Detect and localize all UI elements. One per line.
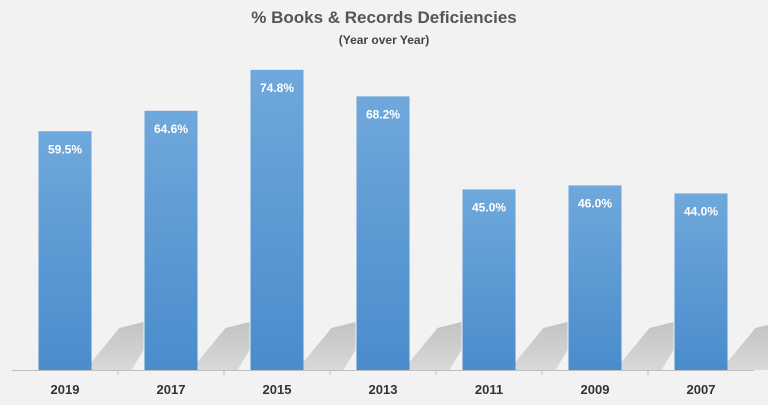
bar-2009 (568, 185, 622, 370)
x-tick-label-2019: 2019 (51, 382, 80, 397)
data-label-2009: 46.0% (578, 196, 612, 210)
bar-2007 (674, 193, 728, 370)
x-tick-label-2009: 2009 (581, 382, 610, 397)
bar-2015 (250, 69, 304, 371)
bar-shadow (409, 322, 462, 370)
bar-2017 (144, 110, 198, 370)
x-tick-label-2017: 2017 (157, 382, 186, 397)
data-label-2015: 74.8% (260, 81, 294, 95)
data-label-2017: 64.6% (154, 122, 188, 136)
bar-shadow (515, 322, 568, 370)
chart-title: % Books & Records Deficiencies (251, 8, 517, 27)
data-label-2019: 59.5% (48, 142, 82, 156)
x-axis-ticks: 2019 2017 2015 2013 2011 2009 2007 (51, 370, 716, 397)
bar-shadow (303, 322, 356, 370)
x-tick-label-2007: 2007 (687, 382, 716, 397)
chart-subtitle: (Year over Year) (338, 33, 430, 47)
bars-group: 59.5% 64.6% 74.8% 68.2% 45.0% 46.0% 44.0% (38, 69, 728, 371)
bar-shadow (91, 322, 144, 370)
bar-shadow (197, 322, 250, 370)
x-tick-label-2015: 2015 (263, 382, 292, 397)
bar-2011 (462, 189, 516, 370)
data-label-2013: 68.2% (366, 107, 400, 121)
x-tick-label-2013: 2013 (369, 382, 398, 397)
bar-shadow (621, 322, 674, 370)
bar-2019 (38, 131, 92, 370)
data-label-2011: 45.0% (472, 200, 506, 214)
x-tick-label-2011: 2011 (475, 382, 503, 397)
bar-shadow (727, 324, 768, 370)
bar-shadows (91, 322, 768, 370)
data-label-2007: 44.0% (684, 204, 718, 218)
bar-2013 (356, 96, 410, 370)
